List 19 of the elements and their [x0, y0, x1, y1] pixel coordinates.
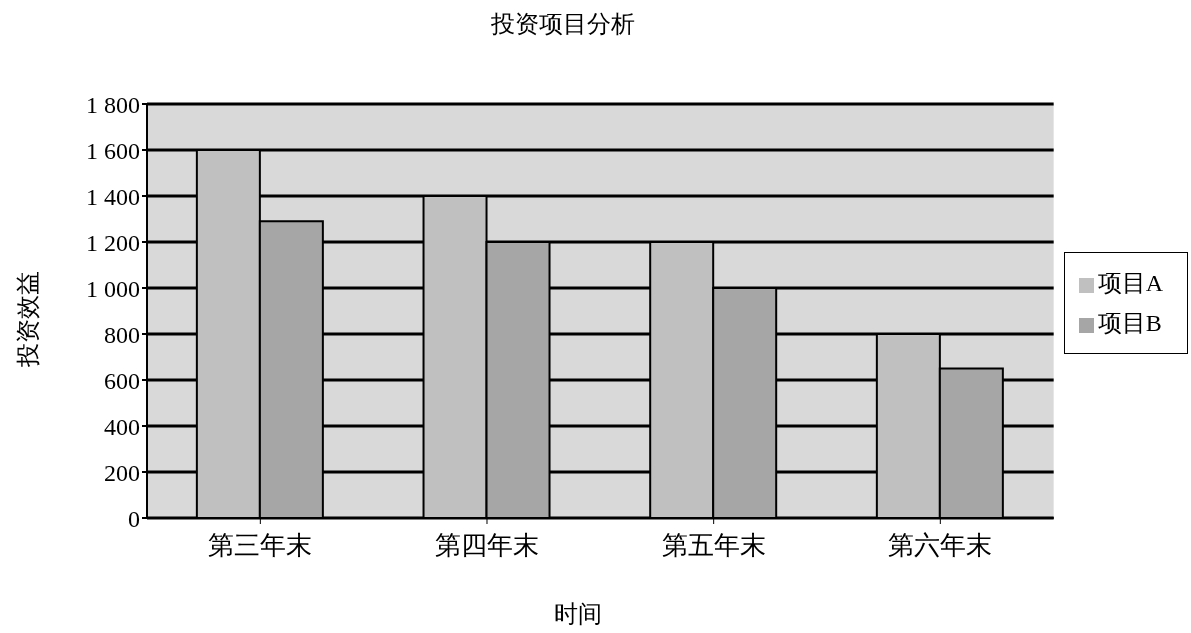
- x-tick-label: 第三年末: [208, 531, 313, 561]
- y-tick-label: 400: [104, 413, 140, 440]
- y-tick-label: 600: [104, 367, 140, 394]
- y-tick-label: 1 600: [86, 137, 140, 164]
- y-tick-label: 1 800: [86, 91, 140, 118]
- x-axis-title: 时间: [553, 600, 603, 629]
- y-tick-label: 200: [104, 459, 140, 486]
- legend-label: 项目B: [1097, 310, 1162, 336]
- y-tick-label: 1 200: [86, 229, 140, 256]
- chart-title: 投资项目分析: [490, 10, 636, 39]
- y-tick-label: 1 400: [86, 183, 140, 210]
- x-tick-label: 第六年末: [888, 531, 993, 561]
- y-axis-title: 投资效益: [14, 270, 42, 369]
- y-tick-label: 800: [104, 321, 140, 348]
- x-tick-label: 第四年末: [435, 531, 539, 561]
- y-tick-label: 0: [128, 505, 140, 532]
- legend-label: 项目A: [1097, 270, 1163, 296]
- x-tick-label: 第五年末: [661, 531, 766, 561]
- y-tick-label: 1 000: [86, 275, 140, 302]
